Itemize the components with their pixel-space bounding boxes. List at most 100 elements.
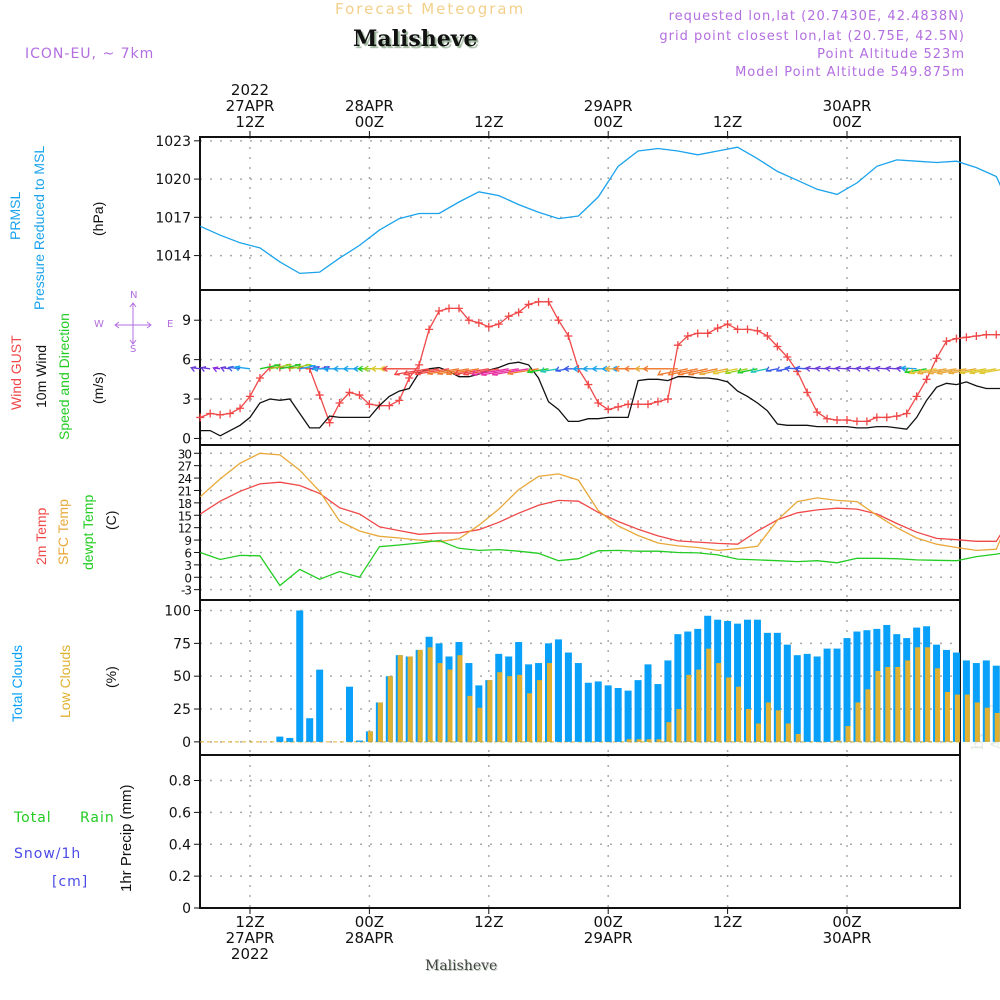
wind-direction-arrow bbox=[856, 367, 867, 370]
bar-low-clouds bbox=[945, 691, 950, 742]
gust-marker bbox=[325, 418, 334, 427]
gust-marker bbox=[445, 304, 453, 313]
gust-marker bbox=[992, 330, 1000, 339]
wind-direction-arrow bbox=[970, 368, 997, 374]
gust-marker bbox=[723, 320, 732, 329]
location-title: Malisheve bbox=[353, 26, 478, 52]
gust-marker bbox=[932, 354, 941, 363]
bar-low-clouds bbox=[706, 648, 712, 742]
top-time-label: 12Z bbox=[474, 113, 503, 131]
model-label: ICON-EU, ~ 7km bbox=[25, 46, 155, 62]
y-tick-label: 1014 bbox=[155, 249, 191, 265]
gust-marker bbox=[365, 400, 374, 409]
bar-low-clouds bbox=[457, 655, 463, 742]
y-tick-label: 0 bbox=[182, 431, 191, 447]
y-tick-label: 100 bbox=[164, 604, 191, 620]
compass-w: W bbox=[94, 319, 104, 330]
bar-low-clouds bbox=[746, 709, 751, 742]
bar-total-clouds bbox=[594, 681, 602, 742]
wind-direction-arrow bbox=[279, 364, 301, 370]
y-tick-label: 1023 bbox=[155, 134, 191, 150]
bottom-time-label: 30APR bbox=[823, 929, 872, 947]
bottom-time-label: 28APR bbox=[345, 929, 394, 947]
gust-marker bbox=[823, 414, 832, 423]
bar-low-clouds bbox=[984, 707, 990, 742]
y-tick-label: 18 bbox=[178, 497, 192, 511]
gust-marker bbox=[663, 395, 672, 404]
wind-arrowhead bbox=[874, 365, 881, 372]
y-tick-label: 6 bbox=[182, 353, 191, 369]
wind-arrowhead bbox=[824, 365, 831, 372]
top-time-label: 00Z bbox=[355, 113, 384, 131]
bar-low-clouds bbox=[994, 712, 1000, 742]
wind-arrowhead bbox=[775, 366, 782, 372]
gust-marker bbox=[315, 391, 324, 400]
bar-low-clouds bbox=[736, 686, 742, 742]
gust-marker bbox=[624, 400, 633, 409]
wind-arrowhead bbox=[855, 365, 862, 372]
wind-arrowhead bbox=[312, 365, 319, 372]
compass-n: N bbox=[130, 290, 138, 301]
y-tick-label: 25 bbox=[173, 702, 191, 718]
precip-rain-label: Rain bbox=[80, 810, 115, 826]
wind-arrowhead bbox=[613, 365, 620, 372]
gust-marker bbox=[594, 398, 603, 407]
wind-arrowhead bbox=[884, 365, 892, 372]
compass-e: E bbox=[167, 319, 174, 330]
gust-marker bbox=[753, 326, 762, 335]
wind-arrowhead bbox=[234, 365, 241, 372]
y-tick-label: 3 bbox=[184, 559, 191, 573]
wind-arrowhead bbox=[623, 365, 630, 372]
wind-direction-arrow bbox=[404, 368, 440, 376]
bar-low-clouds bbox=[676, 709, 682, 742]
bar-low-clouds bbox=[895, 666, 901, 742]
bar-low-clouds bbox=[467, 695, 473, 742]
bar-low-clouds bbox=[407, 656, 413, 742]
bar-total-clouds bbox=[286, 737, 294, 742]
gust-marker bbox=[813, 408, 822, 417]
wind-arrowhead bbox=[436, 369, 443, 376]
bar-low-clouds bbox=[875, 670, 881, 742]
bottom-time-label: 29APR bbox=[584, 929, 633, 947]
y-tick-label: 0 bbox=[184, 571, 191, 585]
y-tick-label: 0.4 bbox=[169, 837, 191, 853]
gust-marker bbox=[335, 398, 344, 407]
wind-direction-arrow bbox=[979, 369, 1000, 374]
bar-total-clouds bbox=[813, 656, 821, 742]
wind-direction-arrow bbox=[463, 368, 499, 376]
gust-marker bbox=[504, 312, 513, 321]
y-tick-label: 50 bbox=[173, 669, 191, 685]
wind-direction-arrow bbox=[725, 368, 748, 374]
compass-s: S bbox=[130, 344, 137, 355]
gust-marker bbox=[703, 329, 712, 338]
wind-arrowhead bbox=[381, 365, 388, 372]
bottom-time-label: 12Z bbox=[474, 913, 503, 931]
wind-arrowhead bbox=[642, 365, 649, 372]
bar-low-clouds bbox=[696, 669, 702, 742]
wind-arrowhead bbox=[539, 367, 547, 373]
requested-coords: requested lon,lat (20.7430E, 42.4838N) bbox=[668, 9, 965, 24]
top-time-label: 30APR bbox=[823, 97, 872, 115]
gust-marker bbox=[912, 392, 921, 401]
wind-arrowhead bbox=[491, 370, 498, 376]
panel-wind: 9 6 3 0 bbox=[182, 289, 1000, 447]
gust-marker bbox=[942, 337, 951, 346]
bar-low-clouds bbox=[527, 693, 533, 742]
top-time-label: 00Z bbox=[594, 113, 623, 131]
gust-marker bbox=[246, 392, 254, 401]
wind-direction-arrow bbox=[865, 367, 877, 370]
gust-marker bbox=[892, 412, 901, 421]
gust-marker bbox=[255, 374, 264, 383]
gust-marker bbox=[843, 416, 851, 425]
series-line-sfc-temp bbox=[199, 452, 1000, 552]
gust-marker bbox=[584, 380, 593, 389]
gust-marker bbox=[534, 297, 543, 306]
wind-direction-arrow bbox=[472, 368, 509, 376]
gust-marker bbox=[852, 417, 861, 426]
y-tick-label: 27 bbox=[178, 460, 192, 474]
bar-low-clouds bbox=[497, 672, 503, 742]
gust-marker bbox=[206, 409, 215, 418]
bar-total-clouds bbox=[554, 639, 562, 742]
panel-frame bbox=[199, 754, 961, 909]
wind-direction-arrow bbox=[492, 368, 529, 376]
